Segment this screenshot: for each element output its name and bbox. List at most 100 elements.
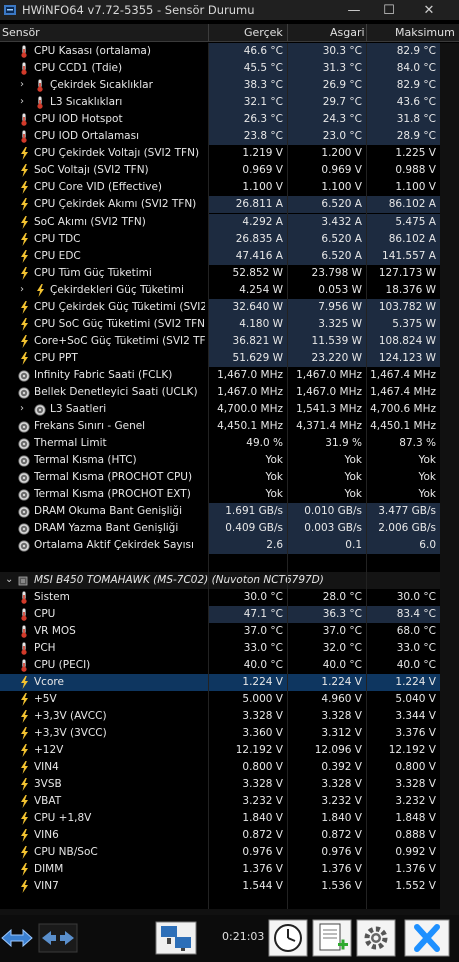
clock-icon <box>18 488 30 501</box>
sensor-row[interactable]: Infinity Fabric Saati (FCLK) 1,467.0 MHz 1… <box>0 367 440 384</box>
max-value: 40.0 °C <box>396 659 436 671</box>
sensor-row[interactable]: CPU IOD Hotspot 26.3 °C 24.3 °C 31.8 °C <box>0 111 440 128</box>
collapse-chevron-icon[interactable]: ⌄ <box>5 574 14 585</box>
sensor-row[interactable]: VIN6 0.872 V 0.872 V 0.888 V <box>0 827 440 844</box>
min-value: 31.9 % <box>325 437 362 449</box>
sensor-row[interactable]: DRAM Okuma Bant Genişliği 1.691 GB/s 0.010… <box>0 503 440 520</box>
min-value: 3.328 V <box>321 778 362 790</box>
bolt-icon <box>18 710 30 723</box>
sensor-row[interactable]: Thermal Limit 49.0 % 31.9 % 87.3 % <box>0 435 440 452</box>
sensor-name: CPU IOD Ortalaması <box>34 130 140 142</box>
sensor-row[interactable]: CPU +1,8V 1.840 V 1.840 V 1.848 V <box>0 810 440 827</box>
app-icon <box>3 3 17 17</box>
current-value: 1.224 V <box>242 676 283 688</box>
vertical-scrollbar[interactable] <box>440 43 459 909</box>
sensor-row[interactable]: CPU SoC Güç Tüketimi (SVI2 TFN) 4.180 W 3.… <box>0 316 440 333</box>
sensor-name: Core+SoC Güç Tüketimi (SVI2 TFN) <box>34 335 205 347</box>
sensor-row[interactable]: CPU Çekirdek Güç Tüketimi (SVI2 ... 32.64… <box>0 299 440 316</box>
sensor-row[interactable]: Termal Kısma (HTC) Yok Yok Yok <box>0 452 440 469</box>
max-value: 1.225 V <box>395 147 436 159</box>
sensor-row[interactable]: DRAM Yazma Bant Genişliği 0.409 GB/s 0.003… <box>0 520 440 537</box>
max-value: Yok <box>418 471 436 483</box>
sensor-row[interactable]: +5V 5.000 V 4.960 V 5.040 V <box>0 691 440 708</box>
horizontal-scrollbar[interactable] <box>0 909 459 915</box>
clock-reset-button[interactable] <box>268 919 308 957</box>
settings-button[interactable] <box>356 919 396 957</box>
sensor-row[interactable]: CPU Çekirdek Voltajı (SVI2 TFN) 1.219 V 1.… <box>0 145 440 162</box>
sensor-row[interactable]: +3,3V (AVCC) 3.328 V 3.328 V 3.344 V <box>0 708 440 725</box>
sensor-row[interactable]: › Çekirdekleri Güç Tüketimi 4.254 W 0.053 W… <box>0 282 440 299</box>
current-value: 40.0 °C <box>243 659 283 671</box>
sensor-row[interactable]: SoC Akımı (SVI2 TFN) 4.292 A 3.432 A 5.475 … <box>0 214 440 231</box>
sensor-row[interactable]: VIN7 1.544 V 1.536 V 1.552 V <box>0 878 440 895</box>
sensor-row[interactable]: DIMM 1.376 V 1.376 V 1.376 V <box>0 861 440 878</box>
max-value: 108.824 W <box>367 333 440 350</box>
expand-chevron-icon[interactable]: › <box>20 96 24 107</box>
sensor-row[interactable]: CPU 47.1 °C 36.3 °C 83.4 °C <box>0 606 440 623</box>
current-value: 36.821 W <box>209 333 287 350</box>
sensor-row[interactable]: +12V 12.192 V 12.096 V 12.192 V <box>0 742 440 759</box>
sensor-row[interactable]: VBAT 3.232 V 3.232 V 3.232 V <box>0 793 440 810</box>
sensor-row[interactable]: CPU Kasası (ortalama) 46.6 °C 30.3 °C 82.9 … <box>0 43 440 60</box>
sensor-row[interactable]: Bellek Denetleyici Saati (UCLK) 1,467.0 M… <box>0 384 440 401</box>
expand-chevron-icon[interactable]: › <box>20 403 24 414</box>
sensor-row[interactable]: CPU Tüm Güç Tüketimi 52.852 W 23.798 W 127.… <box>0 265 440 282</box>
sensor-row[interactable]: CPU NB/SoC 0.976 V 0.976 V 0.992 V <box>0 844 440 861</box>
expand-chevron-icon[interactable]: › <box>20 284 24 295</box>
min-value: 1.536 V <box>321 880 362 892</box>
sensor-row[interactable]: › Çekirdek Sıcaklıklar 38.3 °C 26.9 °C 82.9 … <box>0 77 440 94</box>
sensor-row[interactable]: › L3 Saatleri 4,700.0 MHz 1,541.3 MHz 4,700.… <box>0 401 440 418</box>
clock-icon <box>18 420 30 433</box>
column-separator[interactable] <box>287 24 288 41</box>
sensor-row[interactable]: CPU PPT 51.629 W 23.220 W 124.123 W <box>0 350 440 367</box>
sensor-row[interactable]: CPU Çekirdek Akımı (SVI2 TFN) 26.811 A 6.5… <box>0 196 440 213</box>
current-value: 3.328 V <box>242 778 283 790</box>
add-log-button[interactable] <box>312 919 352 957</box>
sensor-row[interactable]: VR MOS 37.0 °C 37.0 °C 68.0 °C <box>0 623 440 640</box>
column-header-max[interactable]: Maksimum <box>395 26 455 39</box>
max-value: 3.328 V <box>395 778 436 790</box>
expand-chevron-icon[interactable]: › <box>20 79 24 90</box>
sensor-row[interactable]: Termal Kısma (PROCHOT CPU) Yok Yok Yok <box>0 469 440 486</box>
sensor-row[interactable]: Core+SoC Güç Tüketimi (SVI2 TFN) 36.821 W… <box>0 333 440 350</box>
current-value: 4.292 A <box>209 214 287 231</box>
min-value: 0.1 <box>288 537 366 554</box>
sensor-group-header[interactable]: ⌄ MSI B450 TOMAHAWK (MS-7C02) (Nuvoton NC… <box>0 572 440 589</box>
sensor-name: CPU Tüm Güç Tüketimi <box>34 267 152 279</box>
sensor-row[interactable]: › L3 Sıcaklıkları 32.1 °C 29.7 °C 43.6 °C <box>0 94 440 111</box>
sensor-row[interactable]: CPU Core VID (Effective) 1.100 V 1.100 V 1.… <box>0 179 440 196</box>
thermometer-icon <box>34 96 46 109</box>
expand-arrows-button[interactable] <box>0 919 34 957</box>
min-value: Yok <box>344 471 362 483</box>
sensor-row[interactable]: SoC Voltajı (SVI2 TFN) 0.969 V 0.969 V 0.98… <box>0 162 440 179</box>
clock-icon <box>18 505 30 518</box>
column-separator[interactable] <box>366 24 367 41</box>
sensor-row[interactable]: CPU (PECI) 40.0 °C 40.0 °C 40.0 °C <box>0 657 440 674</box>
column-header-min[interactable]: Asgari <box>330 26 365 39</box>
column-header-current[interactable]: Gerçek <box>244 26 283 39</box>
collapse-arrows-button[interactable] <box>38 919 78 957</box>
close-button[interactable]: ✕ <box>423 2 435 18</box>
sensor-row[interactable]: 3VSB 3.328 V 3.328 V 3.328 V <box>0 776 440 793</box>
sensor-row[interactable]: Termal Kısma (PROCHOT EXT) Yok Yok Yok <box>0 486 440 503</box>
sensor-row[interactable]: CPU CCD1 (Tdie) 45.5 °C 31.3 °C 84.0 °C <box>0 60 440 77</box>
sensor-row[interactable]: CPU IOD Ortalaması 23.8 °C 23.0 °C 28.9 °C <box>0 128 440 145</box>
close-x-button[interactable] <box>404 919 450 957</box>
current-value: 0.976 V <box>242 846 283 858</box>
sensor-row[interactable]: PCH 33.0 °C 32.0 °C 33.0 °C <box>0 640 440 657</box>
current-value: 1.544 V <box>242 880 283 892</box>
minimize-button[interactable]: — <box>347 2 361 18</box>
sensor-row[interactable]: VIN4 0.800 V 0.392 V 0.800 V <box>0 759 440 776</box>
sensor-row[interactable]: Vcore 1.224 V 1.224 V 1.224 V <box>0 674 440 691</box>
sensor-row[interactable]: Frekans Sınırı - Genel 4,450.1 MHz 4,371.4… <box>0 418 440 435</box>
sensor-row[interactable]: +3,3V (3VCC) 3.360 V 3.312 V 3.376 V <box>0 725 440 742</box>
maximize-button[interactable]: ☐ <box>383 2 395 18</box>
column-separator[interactable] <box>208 24 209 41</box>
sensor-row[interactable]: Sistem 30.0 °C 28.0 °C 30.0 °C <box>0 589 440 606</box>
network-button[interactable] <box>155 919 197 957</box>
column-header-sensor[interactable]: Sensör <box>2 26 40 39</box>
sensor-row[interactable]: CPU TDC 26.835 A 6.520 A 86.102 A <box>0 231 440 248</box>
sensor-row[interactable]: CPU EDC 47.416 A 6.520 A 141.557 A <box>0 248 440 265</box>
sensor-row[interactable]: Ortalama Aktif Çekirdek Sayısı 2.6 0.1 6.0 <box>0 537 440 554</box>
min-value: 0.976 V <box>321 846 362 858</box>
